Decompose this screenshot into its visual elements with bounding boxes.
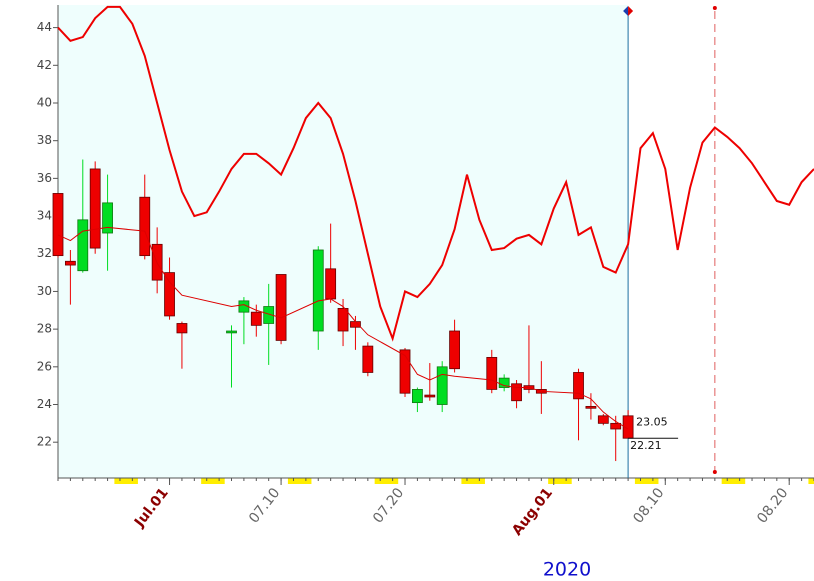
candle-body <box>585 405 597 409</box>
weekend-marker <box>287 478 312 484</box>
candle-body <box>362 345 374 373</box>
weekend-marker <box>634 478 659 484</box>
candle-body <box>325 268 337 300</box>
line-series <box>57 5 814 342</box>
y-tick-label: 22 <box>37 435 52 449</box>
marker-diamond <box>628 6 634 16</box>
candle-body <box>89 168 101 249</box>
candle-body <box>573 372 584 400</box>
candle-body <box>176 323 188 334</box>
candle-body <box>102 202 113 234</box>
weekend-marker <box>374 478 399 484</box>
y-tick-label: 30 <box>37 284 52 298</box>
y-tick-label: 34 <box>37 209 52 223</box>
marker-dot <box>712 470 717 474</box>
y-tick-label: 36 <box>37 171 52 185</box>
weekend-marker <box>114 478 138 484</box>
candle-body <box>350 321 361 328</box>
y-tick-label: 24 <box>37 397 52 411</box>
candle-body <box>436 366 448 405</box>
annotation: 23.05 <box>636 415 668 428</box>
y-tick-label: 44 <box>37 20 52 34</box>
x-axis-label: 2020 <box>543 559 591 581</box>
y-tick-label: 28 <box>37 322 52 336</box>
line-series <box>57 226 629 430</box>
candle-body <box>164 272 175 317</box>
x-tick-label: 08.20 <box>754 485 791 526</box>
x-tick-label: 08.10 <box>630 485 667 526</box>
candle-body <box>250 311 262 326</box>
marker-dot <box>712 6 717 10</box>
candle-body <box>77 219 89 272</box>
y-tick-label: 42 <box>37 58 52 72</box>
marker-diamond <box>623 6 629 16</box>
x-tick-label: 07.20 <box>370 485 407 526</box>
x-tick-label: 07.10 <box>246 485 283 526</box>
weekend-marker <box>461 478 485 484</box>
candle-body <box>312 249 324 332</box>
weekend-marker <box>548 478 572 484</box>
candle-body <box>64 260 76 266</box>
candle-body <box>449 330 460 370</box>
candle-body <box>52 193 64 257</box>
weekend-marker <box>808 478 814 484</box>
candle-body <box>337 307 349 332</box>
candle-body <box>226 330 237 334</box>
candle-body <box>412 389 423 404</box>
candle-body <box>511 383 522 402</box>
y-tick-label: 26 <box>37 359 52 373</box>
candle-body <box>610 422 622 430</box>
candle-body <box>597 415 609 424</box>
candle-body <box>399 349 411 394</box>
y-tick-label: 40 <box>37 95 52 109</box>
candle-body <box>486 356 498 390</box>
candle-body <box>139 196 151 257</box>
weekend-marker <box>721 478 746 484</box>
x-tick-label: Aug.01 <box>509 485 556 539</box>
annotation: 22.21 <box>630 439 662 452</box>
y-tick-label: 38 <box>37 133 52 147</box>
x-tick-label: Jul.01 <box>131 485 172 531</box>
weekend-marker <box>201 478 225 484</box>
candle-body <box>263 306 275 324</box>
candle-body <box>275 274 287 341</box>
y-tick-label: 32 <box>37 246 52 260</box>
candle-body <box>424 394 436 398</box>
